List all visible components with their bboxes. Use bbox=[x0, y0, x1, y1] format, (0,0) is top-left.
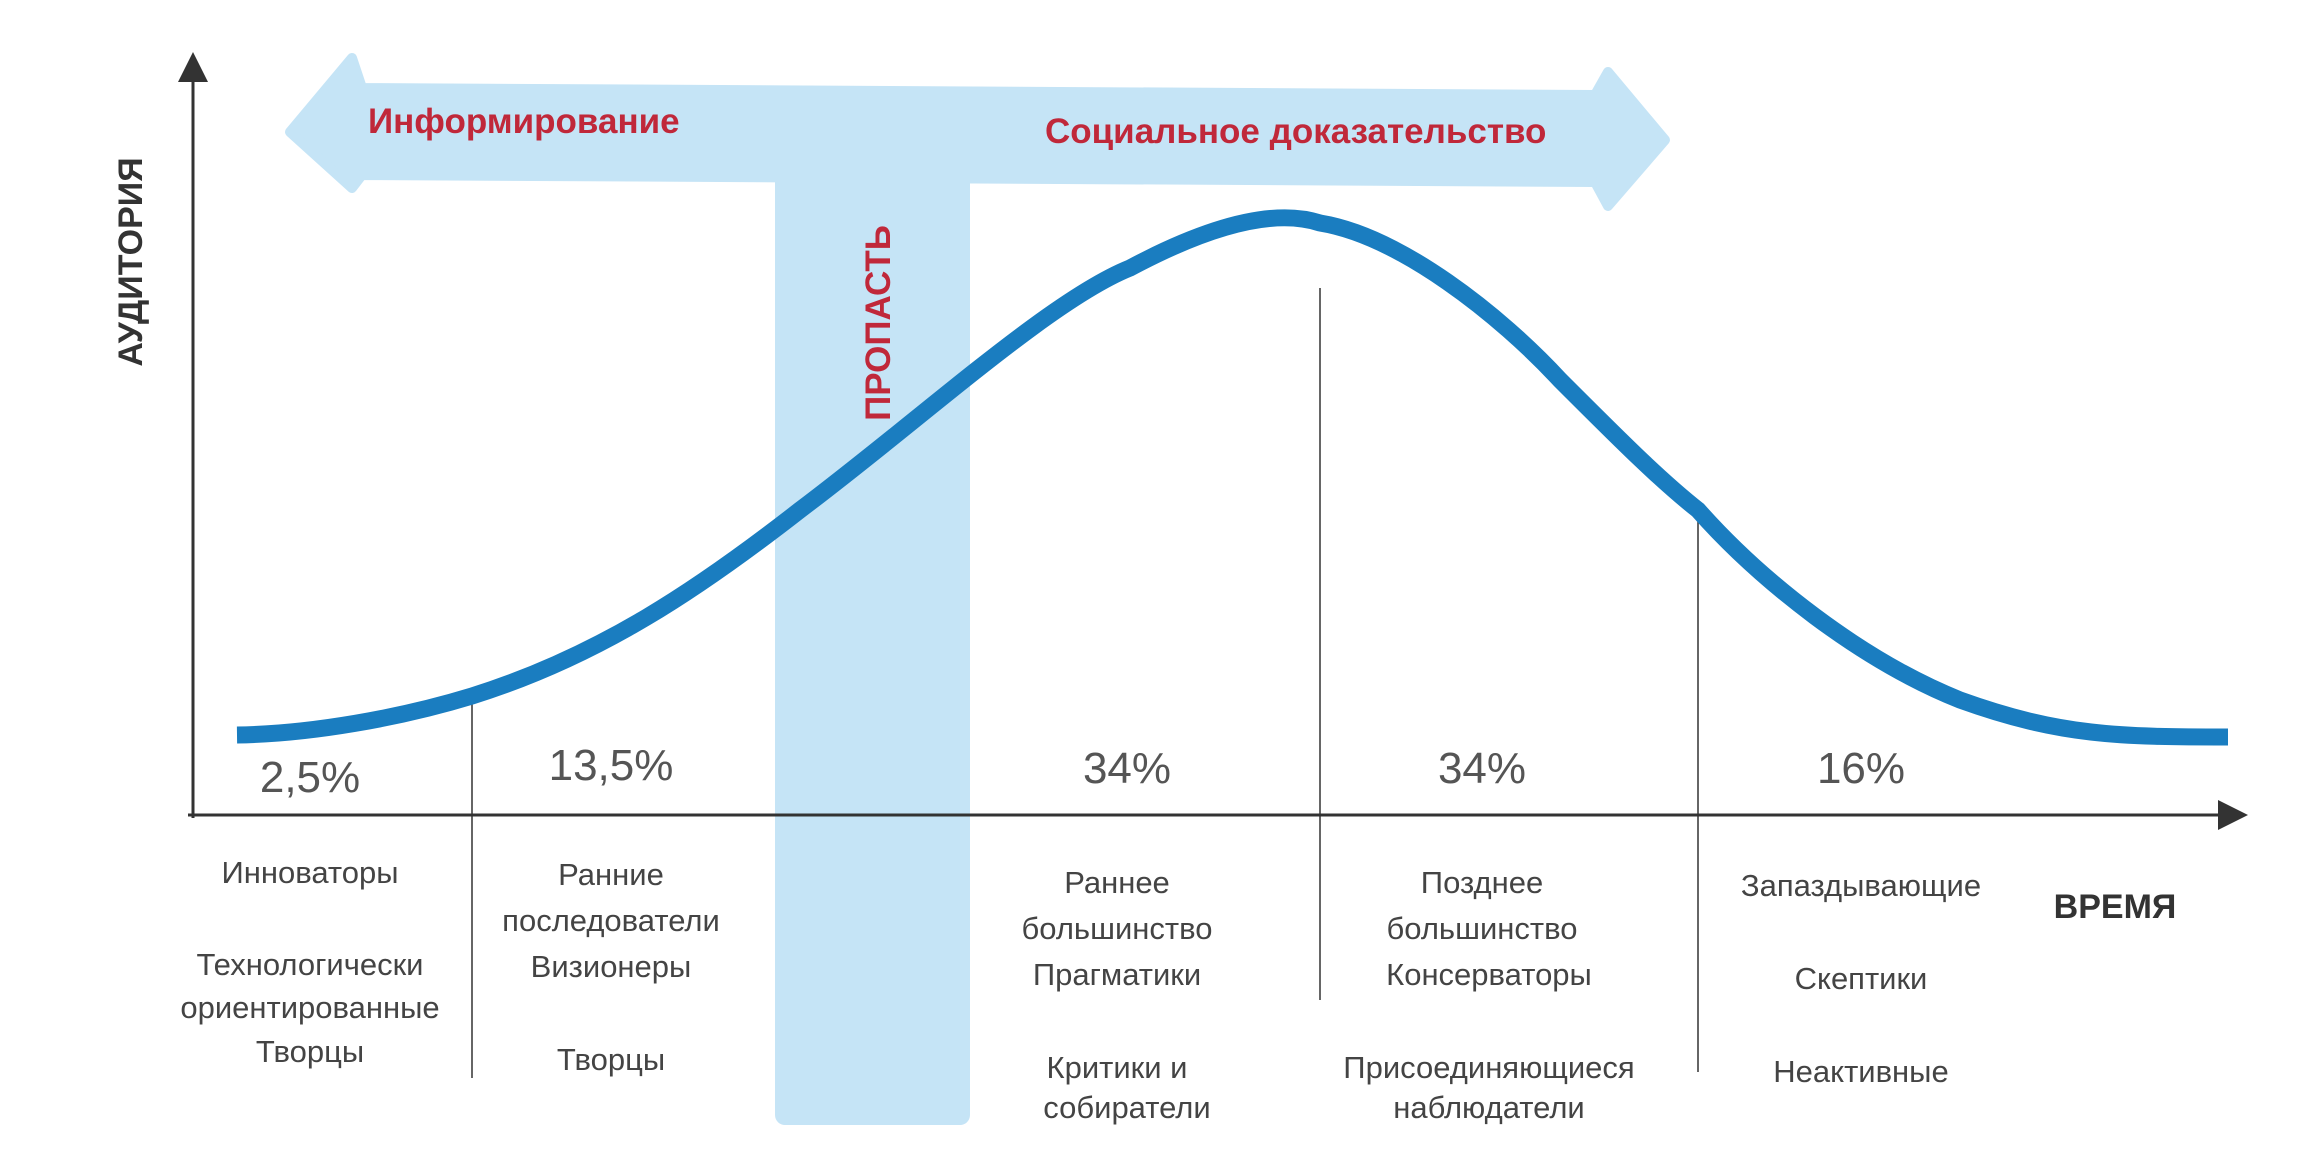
chasm-label: ПРОПАСТЬ bbox=[859, 225, 898, 421]
segment-label: Ранние bbox=[558, 857, 664, 892]
segment-label: Визионеры bbox=[531, 949, 692, 984]
segment-percent: 34% bbox=[1083, 744, 1171, 793]
banner-left-label: Информирование bbox=[368, 102, 680, 141]
segment-label: Позднее bbox=[1421, 865, 1543, 900]
banner-arrow bbox=[285, 53, 1670, 211]
segment-label: Прагматики bbox=[1033, 957, 1201, 992]
segment-percent: 13,5% bbox=[549, 741, 674, 790]
banner-right-label: Социальное доказательство bbox=[1045, 112, 1546, 151]
segment-label: Неактивные bbox=[1773, 1054, 1948, 1089]
segment-label: ориентированные bbox=[180, 990, 439, 1025]
segment-label: большинство bbox=[1022, 911, 1213, 946]
x-axis-label: ВРЕМЯ bbox=[2054, 888, 2177, 926]
segment-label: Консерваторы bbox=[1386, 957, 1592, 992]
segment-label: наблюдатели bbox=[1393, 1090, 1585, 1125]
segment-label: собиратели bbox=[1043, 1090, 1210, 1125]
segment-label: Технологически bbox=[196, 947, 423, 982]
segment-label: Скептики bbox=[1795, 961, 1928, 996]
adoption-bell-curve bbox=[236, 209, 2229, 746]
segment-label: Запаздывающие bbox=[1741, 868, 1981, 903]
segment-label: Инноваторы bbox=[221, 855, 398, 890]
segment-label: Раннее bbox=[1064, 865, 1170, 900]
segment-label: Присоединяющиеся bbox=[1343, 1050, 1634, 1085]
segment-label: Творцы bbox=[256, 1034, 364, 1069]
y-axis-label: АУДИТОРИЯ bbox=[112, 157, 150, 366]
segment-percent: 2,5% bbox=[260, 753, 360, 802]
segment-percent: 16% bbox=[1817, 744, 1905, 793]
segment-label: последователи bbox=[502, 903, 720, 938]
segment-label: Творцы bbox=[557, 1042, 665, 1077]
segment-label: большинство bbox=[1387, 911, 1578, 946]
segment-percent: 34% bbox=[1438, 744, 1526, 793]
segment-label: Критики и bbox=[1047, 1050, 1188, 1085]
